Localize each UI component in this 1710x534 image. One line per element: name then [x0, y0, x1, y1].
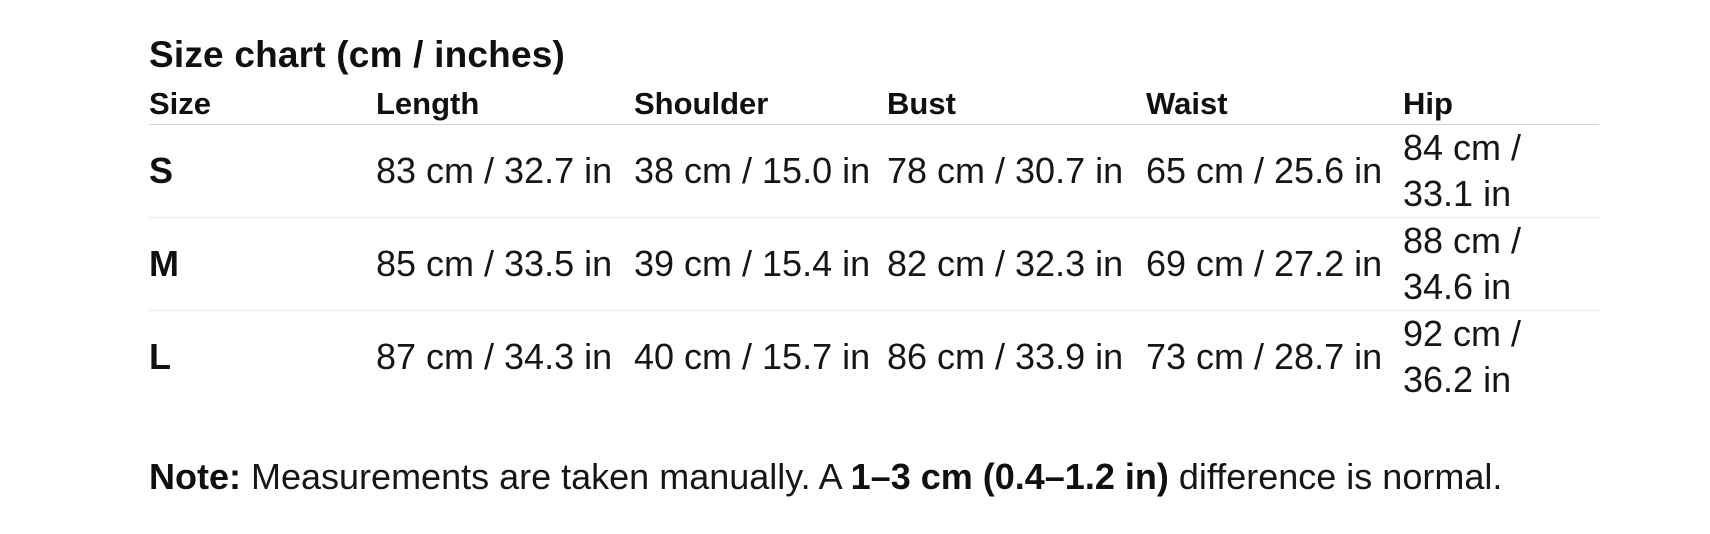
measurement-note: Note: Measurements are taken manually. A…	[149, 455, 1600, 499]
size-chart-table: Size Length Shoulder Bust Waist Hip S 83…	[149, 84, 1599, 403]
size-chart-title: Size chart (cm / inches)	[149, 34, 566, 75]
column-header-hip: Hip	[1403, 84, 1599, 125]
column-header-length: Length	[376, 84, 634, 125]
note-text-after: difference is normal.	[1168, 456, 1503, 497]
bust-value: 86 cm / 33.9 in	[887, 336, 1124, 377]
bust-value: 82 cm / 32.3 in	[887, 243, 1124, 284]
hip-value: 92 cm / 36.2 in	[1403, 313, 1522, 400]
table-header-row: Size Length Shoulder Bust Waist Hip	[149, 84, 1599, 125]
note-tolerance-value: 1–3 cm (0.4–1.2 in)	[850, 456, 1169, 497]
size-label: M	[149, 243, 179, 284]
note-text-before: Measurements are taken manually. A	[241, 456, 851, 497]
table-row-size-s: S 83 cm / 32.7 in 38 cm / 15.0 in 78 cm …	[149, 125, 1599, 218]
column-header-bust: Bust	[887, 84, 1146, 125]
size-label: L	[149, 336, 171, 377]
length-value: 87 cm / 34.3 in	[376, 336, 613, 377]
table-row-size-m: M 85 cm / 33.5 in 39 cm / 15.4 in 82 cm …	[149, 217, 1599, 311]
column-header-shoulder: Shoulder	[634, 84, 887, 125]
bust-value: 78 cm / 30.7 in	[887, 150, 1124, 191]
size-label: S	[149, 150, 174, 191]
length-value: 83 cm / 32.7 in	[376, 150, 613, 191]
length-value: 85 cm / 33.5 in	[376, 243, 613, 284]
waist-value: 65 cm / 25.6 in	[1146, 150, 1383, 191]
shoulder-value: 38 cm / 15.0 in	[634, 150, 871, 191]
shoulder-value: 39 cm / 15.4 in	[634, 243, 871, 284]
column-header-size: Size	[149, 84, 376, 125]
column-header-waist: Waist	[1146, 84, 1403, 125]
shoulder-value: 40 cm / 15.7 in	[634, 336, 871, 377]
table-row-size-l: L 87 cm / 34.3 in 40 cm / 15.7 in 86 cm …	[149, 310, 1599, 404]
hip-value: 88 cm / 34.6 in	[1403, 220, 1522, 307]
waist-value: 73 cm / 28.7 in	[1146, 336, 1383, 377]
hip-value: 84 cm / 33.1 in	[1403, 127, 1522, 214]
note-label: Note:	[149, 456, 241, 497]
size-chart-section: Size chart (cm / inches) Size Length Sho…	[149, 34, 1600, 499]
waist-value: 69 cm / 27.2 in	[1146, 243, 1383, 284]
